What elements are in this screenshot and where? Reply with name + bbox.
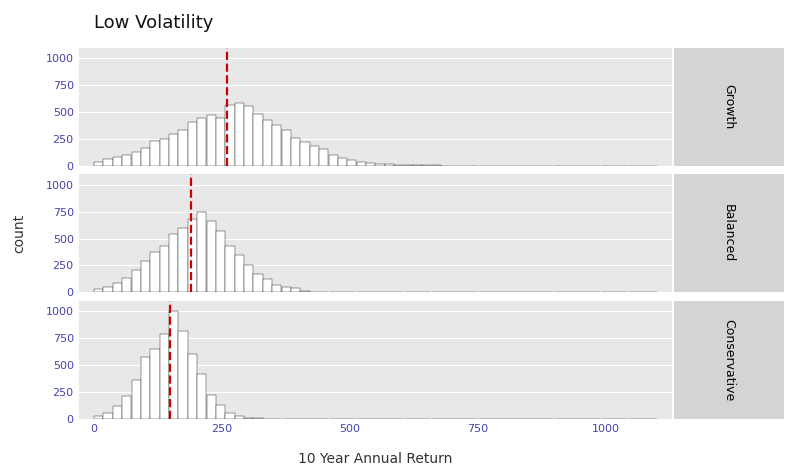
Bar: [122, 155, 131, 166]
Bar: [104, 413, 112, 419]
Bar: [122, 278, 131, 292]
Bar: [385, 164, 394, 166]
Bar: [94, 162, 103, 166]
Bar: [376, 164, 384, 166]
Bar: [244, 265, 253, 292]
Bar: [141, 357, 150, 419]
Bar: [113, 157, 122, 166]
Bar: [310, 146, 319, 166]
Bar: [113, 283, 122, 292]
Bar: [226, 105, 234, 166]
Text: Low Volatility: Low Volatility: [94, 14, 214, 32]
Bar: [94, 288, 103, 292]
Bar: [216, 231, 225, 292]
Bar: [422, 165, 432, 166]
Bar: [113, 406, 122, 419]
Bar: [169, 234, 178, 292]
Bar: [329, 155, 338, 166]
Bar: [150, 141, 160, 166]
Bar: [291, 288, 300, 292]
Bar: [226, 246, 234, 292]
Bar: [131, 380, 141, 419]
Bar: [244, 417, 253, 419]
Bar: [291, 138, 300, 166]
Bar: [141, 148, 150, 166]
Text: Growth: Growth: [722, 84, 735, 129]
Text: count: count: [13, 214, 27, 253]
Bar: [300, 142, 310, 166]
Bar: [357, 162, 365, 166]
Bar: [178, 130, 188, 166]
Bar: [207, 395, 216, 419]
Bar: [197, 118, 207, 166]
Bar: [263, 119, 272, 166]
Text: 10 Year Annual Return: 10 Year Annual Return: [298, 453, 453, 466]
Bar: [178, 228, 188, 292]
Bar: [160, 139, 169, 166]
Bar: [319, 149, 329, 166]
Bar: [272, 285, 281, 292]
Bar: [235, 103, 244, 166]
Bar: [197, 212, 207, 292]
Bar: [394, 165, 403, 166]
Bar: [131, 152, 141, 166]
Bar: [366, 162, 375, 166]
Bar: [188, 219, 197, 292]
Bar: [131, 270, 141, 292]
Bar: [216, 119, 225, 166]
Bar: [169, 311, 178, 419]
Bar: [347, 159, 357, 166]
Bar: [207, 115, 216, 166]
Bar: [104, 287, 112, 292]
Bar: [300, 291, 310, 292]
Bar: [104, 159, 112, 166]
Bar: [253, 114, 263, 166]
Text: Conservative: Conservative: [722, 318, 735, 401]
Bar: [188, 122, 197, 166]
Bar: [169, 134, 178, 166]
Bar: [263, 279, 272, 292]
Bar: [281, 288, 291, 292]
Bar: [160, 335, 169, 419]
Bar: [403, 165, 413, 166]
Bar: [207, 221, 216, 292]
Bar: [122, 396, 131, 419]
Bar: [272, 125, 281, 166]
Bar: [94, 416, 103, 419]
Bar: [226, 413, 234, 419]
Bar: [244, 106, 253, 166]
Bar: [235, 416, 244, 419]
Bar: [281, 130, 291, 166]
Text: Balanced: Balanced: [722, 204, 735, 262]
Bar: [150, 252, 160, 292]
Bar: [235, 255, 244, 292]
Bar: [197, 375, 207, 419]
Bar: [338, 158, 347, 166]
Bar: [216, 405, 225, 419]
Bar: [160, 246, 169, 292]
Bar: [141, 261, 150, 292]
Bar: [178, 331, 188, 419]
Bar: [150, 349, 160, 419]
Bar: [188, 354, 197, 419]
Bar: [253, 274, 263, 292]
